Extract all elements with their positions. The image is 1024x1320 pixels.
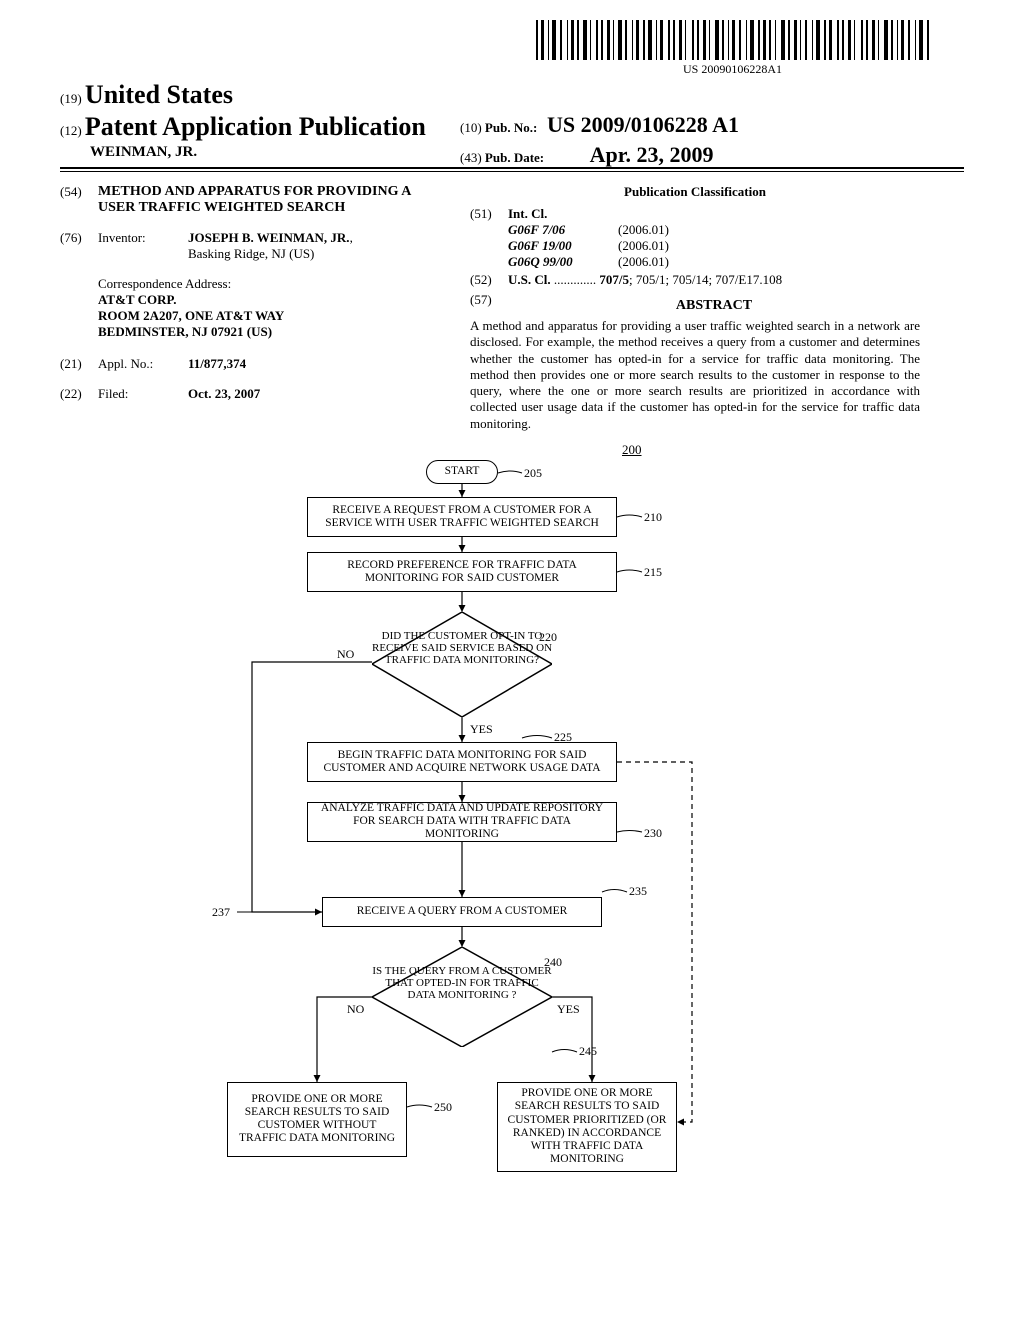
label-235: 235	[629, 884, 647, 899]
inventor-name: JOSEPH B. WEINMAN, JR.	[188, 230, 350, 245]
author: WEINMAN, JR.	[90, 144, 426, 161]
header: (19) United States (12) Patent Applicati…	[60, 80, 964, 161]
uscl-dots: .............	[551, 272, 600, 287]
label-225: 225	[554, 730, 572, 745]
n43: (43)	[460, 150, 482, 165]
label-237: 237	[212, 905, 230, 920]
pubno-val: US 2009/0106228 A1	[547, 112, 739, 137]
corr-hdr: Correspondence Address:	[98, 276, 440, 292]
fc-box-210: RECEIVE A REQUEST FROM A CUSTOMER FOR A …	[307, 497, 617, 537]
uscl-label: U.S. Cl.	[508, 272, 551, 287]
invention-title: METHOD AND APPARATUS FOR PROVIDING A USE…	[98, 184, 440, 216]
applno-label: Appl. No.:	[98, 356, 188, 372]
label-220: 220	[539, 630, 557, 645]
label-no-240: NO	[347, 1002, 364, 1017]
n10: (10)	[460, 120, 482, 135]
intcl-ver-1: (2006.01)	[618, 238, 669, 254]
fc-diamond-240-text: IS THE QUERY FROM A CUSTOMER THAT OPTED-…	[372, 965, 552, 1001]
inventor-loc: Basking Ridge, NJ (US)	[188, 246, 314, 261]
n54: (54)	[60, 184, 98, 216]
n21: (21)	[60, 356, 98, 372]
pubno-label: Pub. No.:	[485, 120, 537, 135]
barcode-region: US 20090106228A1	[536, 20, 929, 77]
pubclass-hdr: Publication Classification	[470, 184, 920, 200]
intcl-label: Int. Cl.	[508, 206, 547, 221]
fc-diamond-220-text: DID THE CUSTOMER OPT-IN TO RECEIVE SAID …	[372, 630, 552, 666]
label-250: 250	[434, 1100, 452, 1115]
label-245: 245	[579, 1044, 597, 1059]
corr-line1: AT&T CORP.	[98, 292, 440, 308]
intcl-code-0: G06F 7/06	[508, 222, 618, 238]
rule-thin	[60, 171, 964, 172]
n57: (57)	[470, 292, 508, 314]
label-yes-220: YES	[470, 722, 493, 737]
pubdate-label: Pub. Date:	[485, 150, 544, 165]
fc-start: START	[426, 460, 498, 484]
n12: (12)	[60, 123, 82, 138]
fc-box-215: RECORD PREFERENCE FOR TRAFFIC DATA MONIT…	[307, 552, 617, 592]
barcode-text: US 20090106228A1	[536, 62, 929, 77]
applno-val: 11/877,374	[188, 356, 246, 371]
intcl-ver-0: (2006.01)	[618, 222, 669, 238]
abstract-text: A method and apparatus for providing a u…	[470, 318, 920, 432]
fc-box-245: PROVIDE ONE OR MORE SEARCH RESULTS TO SA…	[497, 1082, 677, 1172]
label-210: 210	[644, 510, 662, 525]
uscl-bold: 707/5	[599, 272, 629, 287]
fc-diamond-240: IS THE QUERY FROM A CUSTOMER THAT OPTED-…	[372, 947, 552, 1047]
n22: (22)	[60, 386, 98, 402]
n19: (19)	[60, 91, 82, 106]
barcode	[536, 20, 929, 60]
label-230: 230	[644, 826, 662, 841]
fc-box-250: PROVIDE ONE OR MORE SEARCH RESULTS TO SA…	[227, 1082, 407, 1157]
fc-box-230: ANALYZE TRAFFIC DATA AND UPDATE REPOSITO…	[307, 802, 617, 842]
uscl-rest: ; 705/1; 705/14; 707/E17.108	[629, 272, 782, 287]
label-215: 215	[644, 565, 662, 580]
flowchart: 200	[62, 442, 962, 1202]
biblio-left: (54) METHOD AND APPARATUS FOR PROVIDING …	[60, 184, 440, 432]
n51: (51)	[470, 206, 508, 270]
n76: (76)	[60, 230, 98, 262]
label-240: 240	[544, 955, 562, 970]
doc-type: Patent Application Publication	[85, 112, 426, 141]
abstract-hdr: ABSTRACT	[508, 298, 920, 314]
biblio-right: Publication Classification (51) Int. Cl.…	[470, 184, 920, 432]
corr-line3: BEDMINSTER, NJ 07921 (US)	[98, 324, 440, 340]
inventor-label: Inventor:	[98, 230, 188, 262]
label-yes-240: YES	[557, 1002, 580, 1017]
intcl-ver-2: (2006.01)	[618, 254, 669, 270]
label-205: 205	[524, 466, 542, 481]
pubdate-val: Apr. 23, 2009	[590, 142, 714, 167]
filed-label: Filed:	[98, 386, 188, 402]
label-no-220: NO	[337, 647, 354, 662]
fc-box-225: BEGIN TRAFFIC DATA MONITORING FOR SAID C…	[307, 742, 617, 782]
intcl-code-2: G06Q 99/00	[508, 254, 618, 270]
filed-val: Oct. 23, 2007	[188, 386, 260, 401]
fc-box-235: RECEIVE A QUERY FROM A CUSTOMER	[322, 897, 602, 927]
corr-line2: ROOM 2A207, ONE AT&T WAY	[98, 308, 440, 324]
fc-diamond-220: DID THE CUSTOMER OPT-IN TO RECEIVE SAID …	[372, 612, 552, 717]
intcl-code-1: G06F 19/00	[508, 238, 618, 254]
ref-200: 200	[622, 442, 642, 458]
country: United States	[85, 80, 233, 109]
n52: (52)	[470, 272, 508, 288]
